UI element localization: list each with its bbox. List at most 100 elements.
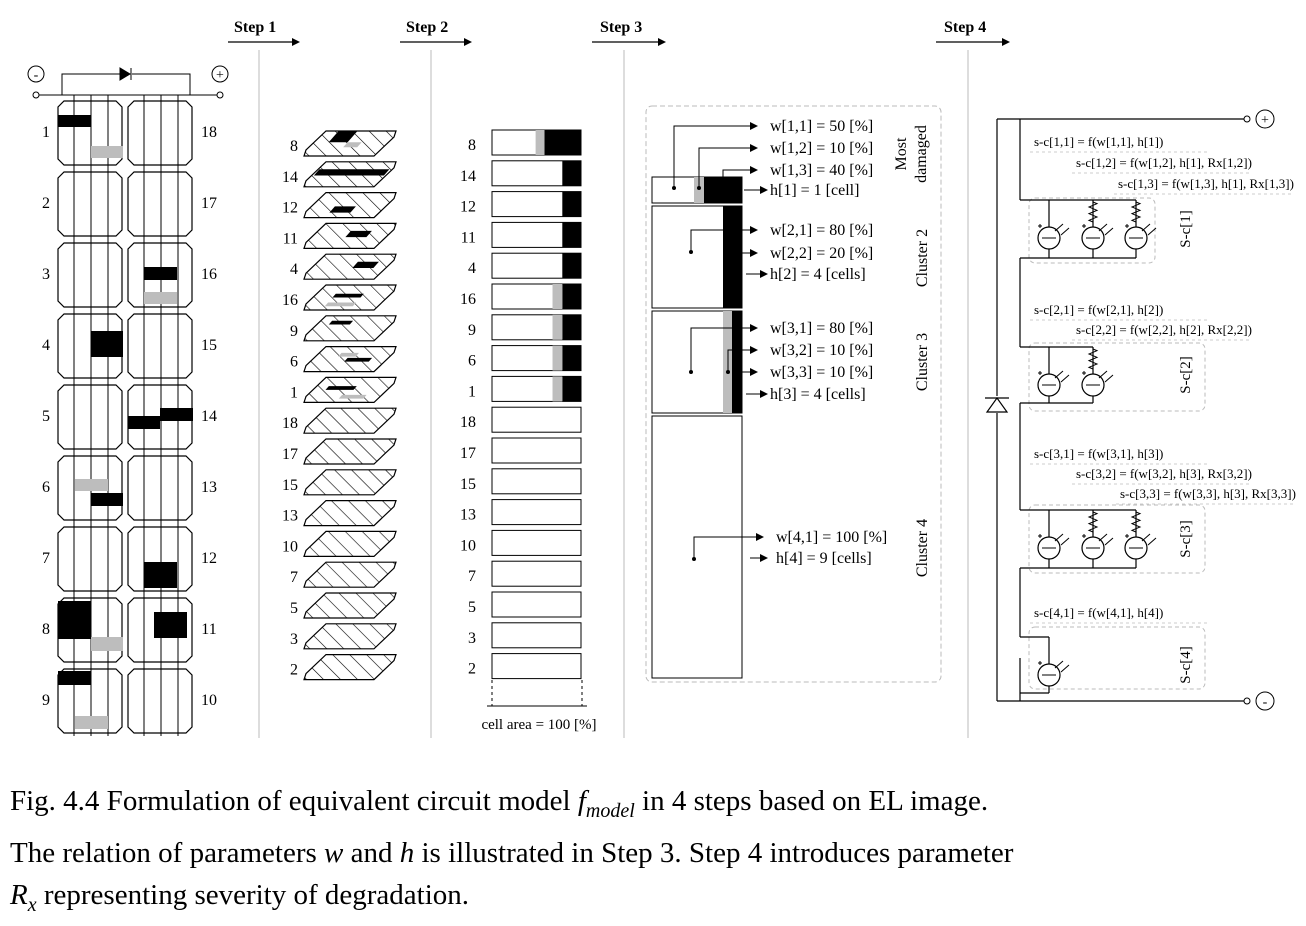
cluster-1-param-4: h[1] = 1 [cell]: [770, 182, 859, 199]
caption-line-3-text: representing severity of degradation.: [36, 878, 470, 911]
sorted-cells-panel: 8 14 12 11 4 16 9 6 1 18 17 15 13 10 7 5 3 2: [282, 130, 397, 681]
sorted-cell-label-17: 17: [282, 446, 298, 463]
subcircuit-1-source-1-icon-light-1: [1054, 223, 1064, 232]
bar-label-11: 11: [461, 229, 476, 246]
sorted-cell-7: [303, 561, 397, 588]
cluster-3-param-1: w[3,1] = 80 [%]: [770, 320, 873, 337]
cell-area-label: cell area = 100 [%]: [481, 717, 596, 733]
caption-line-2-and: and: [343, 836, 400, 869]
bar-16-gray: [552, 284, 563, 309]
circuit-plus-terminal: [1255, 109, 1275, 129]
module-right-label-6: 13: [201, 479, 217, 496]
module-defect-5: [91, 331, 123, 357]
circuit-minus-terminal-dot: [1243, 697, 1251, 705]
module-cell-r6-c1: [57, 455, 123, 521]
sorted-cell-2: [303, 653, 397, 681]
rx-subscript: x: [27, 893, 37, 916]
bypass-diode-wiring: [32, 67, 224, 99]
bar-label-2: 2: [468, 661, 476, 678]
bar-4-damage: [562, 253, 581, 279]
sorted-cell-label-8: 8: [290, 138, 298, 155]
step-1-label: Step 1: [234, 19, 276, 36]
subcircuit-2-source-2-icon-light-2: [1104, 374, 1114, 383]
bar-5: [491, 591, 582, 618]
sorted-cell-label-12: 12: [282, 200, 298, 217]
sorted-cell-12-defect-1: [329, 206, 356, 213]
sorted-cell-6-defect-1: [344, 357, 373, 362]
bar-label-14: 14: [460, 168, 476, 185]
module-right-label-8: 11: [201, 621, 216, 638]
bar-label-9: 9: [468, 322, 476, 339]
subcircuit-1-frame: [1028, 197, 1156, 264]
rx-symbol: Rx: [10, 879, 37, 916]
subcircuit-3-resistor-2: [1087, 511, 1099, 533]
module-defect-9: [91, 493, 123, 506]
sorted-cell-15: [303, 469, 397, 496]
module-defect-7: [160, 408, 193, 421]
sorted-cell-16-defect-1: [332, 293, 364, 298]
subcircuit-1-source-3-icon-light-2: [1147, 227, 1157, 236]
sorted-cell-8-defect-2: [343, 142, 362, 148]
subcircuit-3-source-1-icon-light-1: [1054, 533, 1064, 542]
bar-7: [491, 560, 582, 587]
cluster-3-name: Cluster 3: [914, 333, 931, 391]
caption-line-2: The relation of parameters w and h is il…: [10, 832, 1290, 874]
cluster-4-param-2: h[4] = 9 [cells]: [776, 550, 872, 567]
subcircuit-2-resistor-2: [1087, 348, 1099, 370]
bar-3: [491, 622, 582, 649]
sorted-cell-6-defect-2: [338, 352, 359, 357]
bar-6-gray: [552, 345, 563, 371]
caption-line-1-end: in 4 steps based on EL image.: [634, 785, 989, 817]
subcircuit-3-equation-2: s-c[3,2] = f(w[3,2], h[3], Rx[3,2]): [1076, 466, 1252, 481]
subcircuit-1-source-3-icon-light-1: [1141, 223, 1151, 232]
module-cell-r2-c2: [127, 171, 193, 237]
sorted-cell-17: [303, 438, 397, 465]
bar-label-15: 15: [460, 476, 476, 493]
module-right-label-4: 15: [201, 337, 217, 354]
bar-label-7: 7: [468, 568, 476, 585]
subcircuit-1-source-2-icon: [1081, 223, 1114, 250]
module-defect-12: [91, 637, 123, 651]
bar-17: [491, 437, 582, 464]
subcircuit-3-source-2-icon-light-1: [1098, 533, 1108, 542]
bar-15: [491, 468, 582, 495]
sorted-cell-9: [303, 315, 397, 342]
step-headers: Step 1 Step 2 Step 3 Step 4: [228, 19, 1010, 46]
cluster-1-name-line2: damaged: [913, 125, 930, 183]
cluster-3-param-4: h[3] = 4 [cells]: [770, 386, 866, 403]
subcircuit-3-source-1-icon: [1037, 533, 1070, 560]
bar-10: [491, 529, 582, 556]
sorted-cell-label-15: 15: [282, 477, 298, 494]
cluster-panel: w[1,1] = 50 [%] w[1,2] = 10 [%] w[1,3] =…: [645, 105, 942, 683]
figure-diagram: Step 1 Step 2 Step 3 Step 4 - +: [27, 19, 1296, 738]
panel-separators: [258, 50, 969, 738]
sorted-cell-label-14: 14: [282, 169, 298, 186]
module-left-label-2: 2: [42, 195, 50, 212]
cluster-2-param-2: w[2,2] = 20 [%]: [770, 245, 873, 262]
subcircuit-3-equation-1: s-c[3,1] = f(w[3,1], h[3]): [1034, 446, 1163, 461]
step-1-arrowhead: [292, 38, 300, 46]
sorted-cell-label-2: 2: [290, 662, 298, 679]
module-cell-r2-c1: [57, 171, 123, 237]
bar-13: [491, 499, 582, 526]
subcircuit-4-equation-1: s-c[4,1] = f(w[4,1], h[4]): [1034, 605, 1163, 620]
module-left-label-1: 1: [42, 124, 50, 141]
bar-label-5: 5: [468, 599, 476, 616]
subcircuit-4-source-1-icon-light-1: [1054, 660, 1064, 669]
module-cell-r4-c1: [57, 313, 123, 379]
subcircuit-4-label: S-c[4]: [1178, 646, 1194, 684]
module-left-label-4: 4: [42, 337, 50, 354]
module-left-label-8: 8: [42, 621, 50, 638]
sorted-cell-14-defect-1: [313, 169, 390, 176]
cluster-3-param-2: w[3,2] = 10 [%]: [770, 342, 873, 359]
sorted-cell-label-7: 7: [290, 569, 298, 586]
module-defect-15: [75, 716, 108, 729]
sorted-cell-9-defect-1: [328, 320, 354, 325]
sorted-cell-4: [303, 253, 397, 280]
module-defect-4: [144, 292, 177, 304]
circuit-plus-terminal-dot: [1243, 115, 1251, 123]
cluster-3-param-3: w[3,3] = 10 [%]: [770, 364, 873, 381]
bar-label-8: 8: [468, 137, 476, 154]
subcircuit-3-equation-3: s-c[3,3] = f(w[3,3], h[3], Rx[3,3]): [1120, 486, 1296, 501]
subcircuit-3-source-3-icon-light-1: [1141, 533, 1151, 542]
